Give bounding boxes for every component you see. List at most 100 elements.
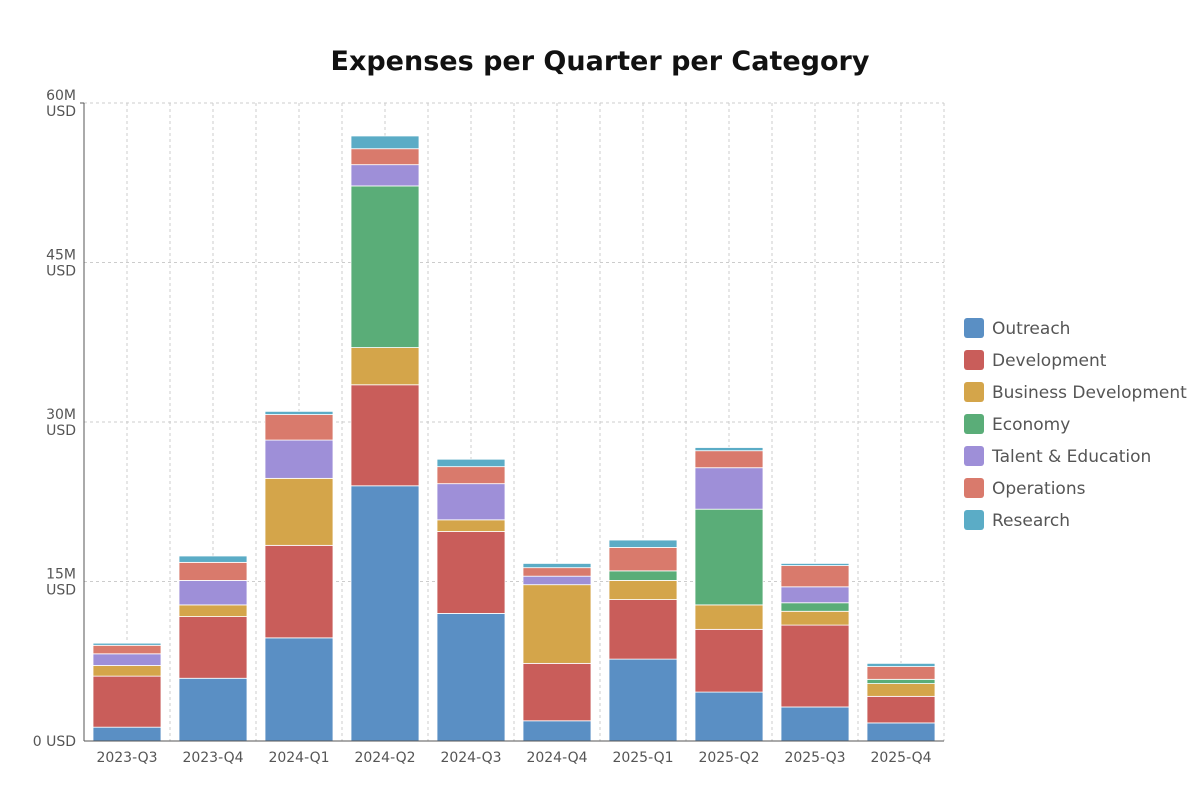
bar-segment-development[interactable] (522, 662, 592, 722)
bar-segment-operations[interactable] (866, 666, 936, 680)
bar-segment-economy[interactable] (866, 678, 936, 684)
bar-segment-outreach[interactable] (608, 658, 678, 742)
legend-label: Outreach (992, 319, 1070, 339)
x-tick-label: 2024-Q1 (268, 750, 329, 766)
legend-item-outreach[interactable]: Outreach (964, 318, 1070, 339)
bar-segment-operations[interactable] (264, 414, 334, 441)
bar-segment-business-development[interactable] (436, 519, 506, 532)
chart-title: Expenses per Quarter per Category (331, 46, 870, 77)
y-tick-label: 30M USD (46, 407, 76, 439)
bar-segment-business-development[interactable] (178, 604, 248, 617)
bar-segment-business-development[interactable] (522, 584, 592, 664)
bar-segment-economy[interactable] (694, 508, 764, 606)
bar-segment-talent-education[interactable] (522, 575, 592, 586)
bar-segment-business-development[interactable] (866, 683, 936, 697)
legend-item-operations[interactable]: Operations (964, 478, 1086, 499)
bar-segment-development[interactable] (350, 384, 420, 487)
legend-item-research[interactable]: Research (964, 510, 1070, 531)
y-tick-label-line: 30M (46, 407, 76, 423)
bar-segment-business-development[interactable] (264, 477, 334, 546)
bar-segment-outreach[interactable] (866, 722, 936, 742)
bar-stack-2023-Q3[interactable] (92, 642, 162, 742)
y-tick-label-line: 15M (46, 567, 76, 583)
bar-segment-operations[interactable] (178, 561, 248, 581)
bar-segment-operations[interactable] (780, 565, 850, 588)
bar-segment-business-development[interactable] (92, 665, 162, 677)
bar-stack-2025-Q4[interactable] (866, 662, 936, 742)
bar-segment-research[interactable] (264, 410, 334, 415)
legend-item-development[interactable]: Development (964, 350, 1107, 371)
bar-segment-talent-education[interactable] (436, 483, 506, 521)
legend[interactable]: Outreach Development Business Development E… (964, 318, 1187, 531)
bar-stack-2025-Q2[interactable] (694, 447, 764, 742)
legend-swatch (964, 510, 984, 530)
legend-label: Economy (992, 415, 1070, 435)
legend-label: Talent & Education (991, 447, 1151, 467)
legend-item-economy[interactable]: Economy (964, 414, 1070, 435)
bar-segment-operations[interactable] (436, 466, 506, 485)
bar-segment-outreach[interactable] (178, 677, 248, 742)
x-tick-label: 2023-Q4 (182, 750, 243, 766)
bar-segment-business-development[interactable] (350, 347, 420, 386)
bar-stack-2024-Q1[interactable] (264, 410, 334, 742)
bar-stack-2025-Q3[interactable] (780, 563, 850, 742)
bar-segment-operations[interactable] (92, 644, 162, 655)
bar-segment-talent-education[interactable] (178, 580, 248, 606)
bar-segment-research[interactable] (522, 563, 592, 569)
bar-segment-business-development[interactable] (780, 610, 850, 626)
bar-segment-research[interactable] (178, 555, 248, 563)
legend-swatch (964, 318, 984, 338)
bar-segment-outreach[interactable] (694, 691, 764, 742)
bar-stack-2025-Q1[interactable] (608, 539, 678, 742)
legend-item-talent-education[interactable]: Talent & Education (964, 446, 1151, 467)
bar-stack-2023-Q4[interactable] (178, 555, 248, 742)
bar-segment-development[interactable] (436, 531, 506, 614)
bar-segment-outreach[interactable] (780, 706, 850, 742)
bar-segment-outreach[interactable] (264, 637, 334, 742)
y-tick-label: 15M USD (46, 567, 76, 599)
x-tick-label: 2025-Q4 (870, 750, 931, 766)
bar-segment-talent-education[interactable] (92, 653, 162, 666)
bar-segment-outreach[interactable] (522, 720, 592, 742)
bar-segment-operations[interactable] (694, 450, 764, 469)
bar-segment-research[interactable] (436, 458, 506, 468)
bar-segment-outreach[interactable] (436, 613, 506, 742)
bar-segment-research[interactable] (694, 447, 764, 452)
bar-segment-talent-education[interactable] (350, 164, 420, 187)
bar-segment-research[interactable] (866, 662, 936, 667)
bar-segment-talent-education[interactable] (780, 586, 850, 604)
bar-stack-2024-Q3[interactable] (436, 458, 506, 742)
x-tick-label: 2025-Q3 (784, 750, 845, 766)
bar-segment-talent-education[interactable] (264, 439, 334, 479)
bar-segment-research[interactable] (350, 135, 420, 150)
bar-stack-2024-Q4[interactable] (522, 563, 592, 742)
bar-segment-operations[interactable] (608, 547, 678, 572)
legend-item-business-development[interactable]: Business Development (964, 382, 1187, 403)
bar-segment-development[interactable] (264, 544, 334, 639)
bar-segment-outreach[interactable] (92, 726, 162, 742)
bar-segment-economy[interactable] (608, 570, 678, 581)
bar-segment-talent-education[interactable] (694, 467, 764, 510)
bar-segment-economy[interactable] (780, 602, 850, 612)
legend-swatch (964, 414, 984, 434)
bar-segment-research[interactable] (780, 563, 850, 566)
bar-segment-operations[interactable] (522, 567, 592, 577)
bar-segment-outreach[interactable] (350, 485, 420, 742)
bar-segment-development[interactable] (694, 628, 764, 693)
bar-segment-research[interactable] (92, 642, 162, 646)
bar-segment-development[interactable] (178, 616, 248, 679)
bar-segment-development[interactable] (92, 675, 162, 728)
bar-segment-business-development[interactable] (694, 604, 764, 630)
bar-stack-2024-Q2[interactable] (350, 135, 420, 742)
bar-segment-research[interactable] (608, 539, 678, 548)
bar-segment-development[interactable] (608, 599, 678, 660)
bar-segment-development[interactable] (780, 624, 850, 708)
bar-segment-business-development[interactable] (608, 580, 678, 600)
bar-segment-operations[interactable] (350, 148, 420, 166)
bar-segment-development[interactable] (866, 695, 936, 724)
x-tick-label: 2024-Q3 (440, 750, 501, 766)
legend-swatch (964, 382, 984, 402)
bar-segment-economy[interactable] (350, 185, 420, 348)
